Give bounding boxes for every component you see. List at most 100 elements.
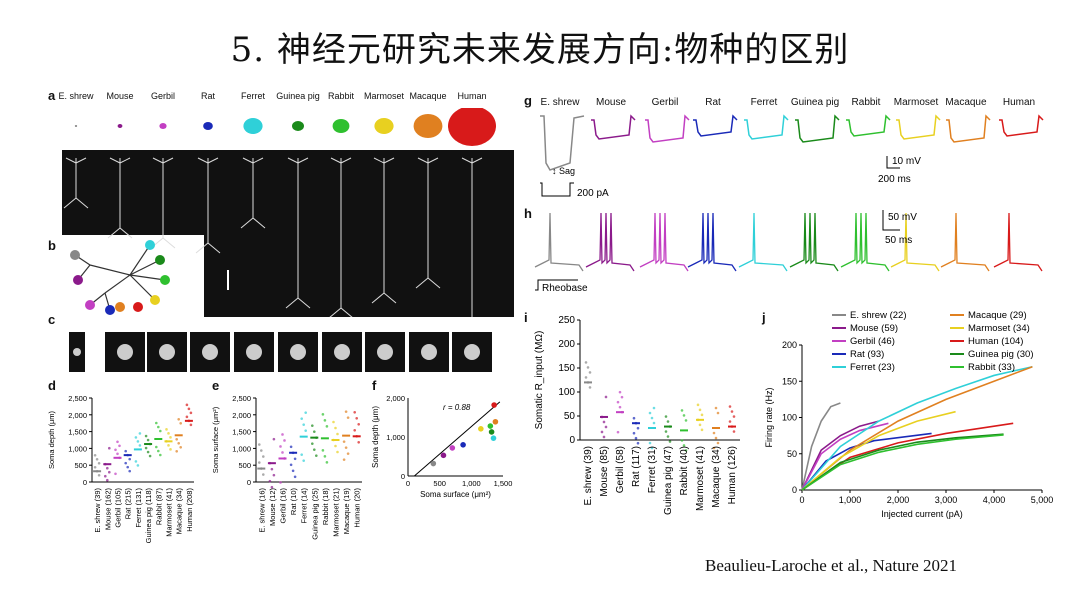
data-point: [165, 428, 168, 431]
soma-body: [117, 344, 133, 360]
data-point: [636, 426, 640, 430]
data-point: [602, 420, 606, 424]
y-tick-label: 50: [787, 449, 797, 459]
neuron-trace: [297, 157, 309, 164]
species-icon: [85, 300, 95, 310]
data-point: [634, 436, 638, 440]
data-point: [311, 442, 314, 445]
data-point: [272, 473, 276, 477]
brain-icon: [117, 124, 123, 128]
species-label: Human: [1002, 97, 1036, 108]
y-tick-label: 1,500: [68, 428, 87, 437]
data-point: [304, 429, 307, 432]
data-point: [323, 419, 327, 422]
data-point: [648, 441, 652, 445]
data-point: [169, 436, 172, 439]
data-point: [260, 449, 263, 452]
legend-label: Macaque (29): [968, 310, 1027, 321]
data-point: [300, 417, 303, 420]
species-label: Rat: [200, 91, 215, 101]
data-point: [684, 449, 688, 452]
data-point: [342, 440, 346, 443]
chart-soma-surface: 0 500 1,000 1,500 2,000 2,500 Soma surface (μm…: [211, 394, 362, 540]
brain-icon: [159, 123, 167, 129]
chart-soma-depth: 0 500 1,000 1,500 2,000 2,500 Soma depth (μm) E…: [47, 394, 194, 543]
species-label: Gerbil: [150, 91, 175, 101]
data-point: [187, 407, 191, 411]
data-point: [175, 437, 178, 441]
voltage-trace: [591, 114, 636, 140]
data-point: [114, 448, 117, 452]
neuron-trace: [330, 157, 342, 164]
neuron-trace: [329, 307, 342, 317]
data-point: [185, 403, 189, 407]
data-point: [336, 432, 339, 436]
x-tick-label: E. shrew (16): [257, 488, 266, 533]
soma-body: [334, 344, 350, 360]
data-point: [700, 428, 704, 432]
panel-label-i: i: [524, 310, 528, 325]
neuron-trace: [427, 277, 441, 289]
y-tick-label: 250: [558, 315, 575, 326]
x-tick-label: Marmoset (41): [165, 488, 174, 537]
x-tick-label: Rabbit (18): [321, 488, 330, 526]
legend-label: E. shrew (22): [850, 310, 907, 321]
data-point: [698, 408, 702, 412]
data-point: [492, 418, 499, 425]
x-tick-label: Macaque (34): [175, 488, 184, 535]
data-point: [179, 445, 182, 449]
neuron-trace: [297, 297, 311, 309]
x-tick-label: 1,000: [462, 479, 481, 488]
data-point: [175, 449, 178, 453]
data-point: [648, 411, 652, 415]
brain-icon: [374, 118, 394, 134]
data-point: [108, 446, 111, 450]
data-point: [588, 386, 592, 389]
x-tick-label: Human (208): [185, 488, 194, 532]
data-point: [604, 425, 608, 429]
neuron-trace: [207, 157, 219, 164]
y-tick-label: 1,500: [232, 428, 251, 437]
data-point: [144, 446, 148, 450]
x-tick-label: 500: [433, 479, 446, 488]
series-line: [801, 420, 880, 491]
data-point: [146, 450, 150, 454]
data-point: [270, 467, 274, 471]
data-point: [189, 411, 193, 415]
legend-label: Human (104): [968, 336, 1023, 347]
y-tick-label: 1,000: [386, 433, 405, 442]
data-point: [325, 425, 329, 428]
data-point: [346, 416, 350, 419]
data-point: [159, 429, 162, 433]
neuron-trace: [152, 157, 164, 164]
x-tick-label: Mouse (162): [103, 488, 112, 531]
x-tick-label: Macaque (19): [342, 488, 351, 535]
data-point: [618, 390, 622, 394]
data-point: [157, 449, 160, 453]
data-point: [189, 423, 193, 427]
data-point: [177, 441, 180, 445]
neuron-trace: [197, 157, 209, 164]
data-point: [258, 443, 261, 446]
data-point: [440, 452, 447, 459]
data-point: [714, 406, 718, 410]
spike-trace: [993, 212, 1043, 272]
panel-label-c: c: [48, 312, 56, 327]
data-point: [270, 485, 274, 489]
data-point: [652, 421, 656, 425]
neuron-trace: [415, 277, 429, 289]
data-point: [700, 413, 704, 417]
data-point: [604, 395, 608, 399]
voltage-trace: [999, 114, 1044, 137]
data-point: [315, 454, 318, 457]
species-label: E. shrew: [58, 91, 94, 101]
data-point: [666, 435, 670, 438]
voltage-trace: [795, 114, 840, 143]
y-tick-label: 2,500: [68, 394, 87, 403]
soma-images: [69, 332, 492, 372]
x-tick-label: Guinea pig (118): [144, 487, 153, 543]
spike-trace: [940, 212, 990, 272]
neuron-trace: [383, 157, 395, 164]
data-point: [664, 430, 668, 433]
data-point: [116, 440, 119, 444]
